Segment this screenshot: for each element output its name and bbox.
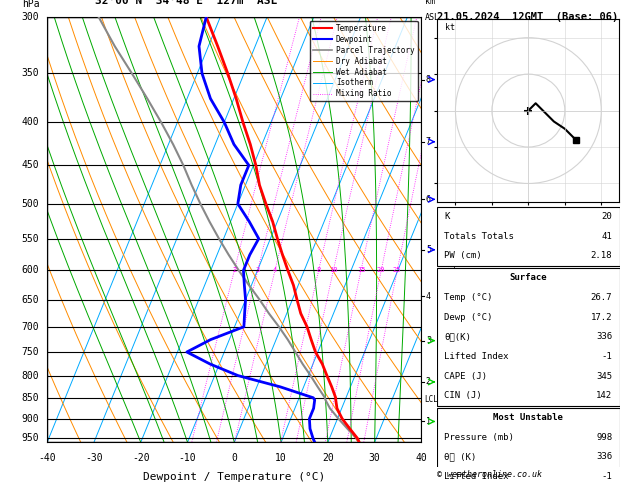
Text: kt: kt (445, 23, 455, 33)
Text: 41: 41 (601, 232, 612, 241)
Text: 998: 998 (596, 433, 612, 442)
Text: CIN (J): CIN (J) (445, 391, 482, 400)
Text: -40: -40 (38, 453, 56, 463)
Text: 8: 8 (426, 75, 431, 84)
Text: 350: 350 (21, 69, 39, 78)
Text: -1: -1 (601, 472, 612, 481)
Text: 8: 8 (316, 267, 321, 274)
Text: Mixing Ratio (g/kg): Mixing Ratio (g/kg) (448, 225, 458, 320)
Text: 700: 700 (21, 322, 39, 332)
Text: 336: 336 (596, 452, 612, 462)
Text: Most Unstable: Most Unstable (493, 413, 564, 422)
Text: 500: 500 (21, 199, 39, 209)
Text: 2: 2 (232, 267, 237, 274)
Text: 3: 3 (426, 336, 431, 345)
Text: 345: 345 (596, 372, 612, 381)
Text: Dewp (°C): Dewp (°C) (445, 312, 493, 322)
Text: 20: 20 (377, 267, 386, 274)
Text: 950: 950 (21, 434, 39, 443)
Bar (437, 408, 620, 486)
Text: 10: 10 (276, 453, 287, 463)
Bar (437, 268, 620, 406)
Text: 3: 3 (255, 267, 260, 274)
Text: 30: 30 (369, 453, 381, 463)
Text: © weatheronline.co.uk: © weatheronline.co.uk (437, 470, 542, 479)
Text: θᴄ (K): θᴄ (K) (445, 452, 477, 462)
Text: 7: 7 (426, 137, 431, 146)
Text: 20: 20 (322, 453, 334, 463)
Text: -20: -20 (132, 453, 150, 463)
Text: 600: 600 (21, 265, 39, 276)
Text: Surface: Surface (509, 273, 547, 282)
Text: 650: 650 (21, 295, 39, 305)
Text: 26.7: 26.7 (591, 293, 612, 302)
Bar (437, 207, 620, 266)
Text: LCL: LCL (425, 396, 438, 404)
Text: 450: 450 (21, 160, 39, 170)
Text: 550: 550 (21, 234, 39, 243)
Text: 15: 15 (357, 267, 365, 274)
Text: K: K (445, 212, 450, 221)
Text: ASL: ASL (425, 13, 440, 22)
Text: 900: 900 (21, 414, 39, 424)
Text: 4: 4 (426, 292, 431, 301)
Legend: Temperature, Dewpoint, Parcel Trajectory, Dry Adiabat, Wet Adiabat, Isotherm, Mi: Temperature, Dewpoint, Parcel Trajectory… (310, 21, 418, 102)
Text: hPa: hPa (22, 0, 40, 8)
Text: 40: 40 (416, 453, 427, 463)
Text: 17.2: 17.2 (591, 312, 612, 322)
Text: Totals Totals: Totals Totals (445, 232, 515, 241)
Text: 2.18: 2.18 (591, 251, 612, 260)
Text: Dewpoint / Temperature (°C): Dewpoint / Temperature (°C) (143, 472, 325, 482)
Text: 300: 300 (21, 12, 39, 22)
Text: 21.05.2024  12GMT  (Base: 06): 21.05.2024 12GMT (Base: 06) (437, 12, 618, 22)
Text: 336: 336 (596, 332, 612, 341)
Text: 10: 10 (329, 267, 338, 274)
Text: 800: 800 (21, 371, 39, 381)
Text: CAPE (J): CAPE (J) (445, 372, 487, 381)
Text: 400: 400 (21, 117, 39, 127)
Text: Temp (°C): Temp (°C) (445, 293, 493, 302)
Text: km: km (425, 0, 435, 6)
Text: Pressure (mb): Pressure (mb) (445, 433, 515, 442)
Text: 20: 20 (601, 212, 612, 221)
Text: 2: 2 (426, 378, 431, 386)
Text: 142: 142 (596, 391, 612, 400)
Text: Lifted Index: Lifted Index (445, 472, 509, 481)
Text: 4: 4 (273, 267, 277, 274)
Text: 32°00'N  34°48'E  127m  ASL: 32°00'N 34°48'E 127m ASL (94, 0, 277, 6)
Text: θᴄ(K): θᴄ(K) (445, 332, 471, 341)
Text: Lifted Index: Lifted Index (445, 352, 509, 361)
Text: 850: 850 (21, 393, 39, 403)
Text: 1: 1 (426, 417, 431, 426)
Text: 25: 25 (393, 267, 401, 274)
Text: -1: -1 (601, 352, 612, 361)
Text: 0: 0 (231, 453, 237, 463)
Text: 750: 750 (21, 347, 39, 357)
Text: PW (cm): PW (cm) (445, 251, 482, 260)
Text: -10: -10 (179, 453, 196, 463)
Text: 5: 5 (426, 245, 431, 254)
Text: -30: -30 (85, 453, 103, 463)
Text: 6: 6 (426, 195, 431, 204)
